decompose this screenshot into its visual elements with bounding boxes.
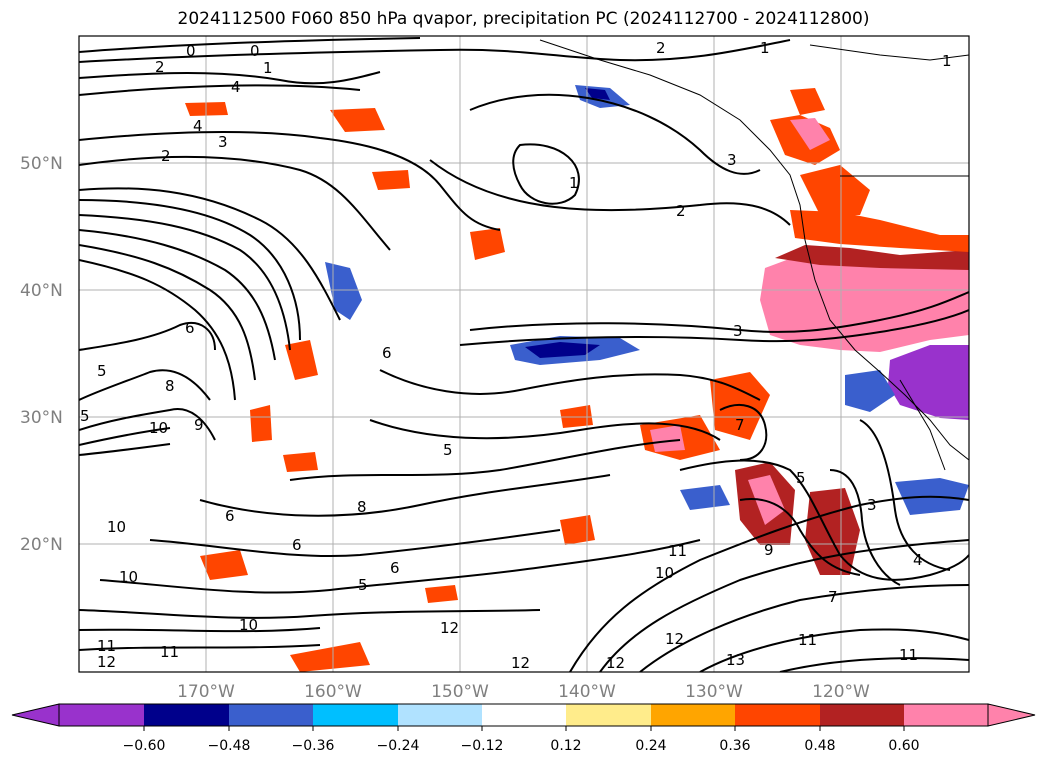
colorbar-tick-label: −0.24	[377, 738, 420, 754]
contour-label: 6	[390, 559, 400, 577]
contour-label: 8	[165, 377, 175, 395]
contour-label: 11	[668, 542, 687, 560]
contour-label: 1	[569, 174, 579, 192]
colorbar-ticks	[143, 726, 905, 731]
longitude-labels: 170°W 160°W 150°W 140°W 130°W 120°W	[177, 682, 870, 702]
coastline	[539, 39, 969, 471]
colorbar-tick-label: 0.36	[719, 738, 750, 754]
contour-label: 4	[193, 117, 203, 135]
contour-label: 2	[656, 39, 666, 57]
contour-label: 3	[867, 496, 877, 514]
latitude-labels: 50°N 40°N 30°N 20°N	[20, 154, 63, 555]
colorbar-swatch	[566, 704, 651, 726]
colorbar-tick-label: 0.60	[888, 738, 919, 754]
contour-label: 2	[161, 147, 171, 165]
contour-labels: 0 0 1 2 4 4 3 2 2 1 2 1 1 3 6 5 8 5 10 9…	[80, 39, 952, 672]
colorbar-swatch	[482, 704, 566, 726]
colorbar-tick-label: 0.48	[804, 738, 835, 754]
contour-label: 11	[97, 637, 116, 655]
contour-label: 11	[899, 646, 918, 664]
contour-label: 3	[218, 133, 228, 151]
lat-label: 30°N	[20, 408, 63, 428]
colorbar-tick-label: −0.12	[461, 738, 504, 754]
contour-label: 10	[655, 564, 674, 582]
lon-label: 140°W	[558, 682, 616, 702]
map-frame	[78, 35, 970, 673]
contour-label: 6	[185, 319, 195, 337]
contour-label: 8	[357, 498, 367, 516]
contour-label: 7	[735, 416, 745, 434]
contour-label: 5	[97, 362, 107, 380]
lat-label: 50°N	[20, 154, 63, 174]
contour-label: 13	[726, 651, 745, 669]
colorbar-tick-label: −0.48	[208, 738, 251, 754]
colorbar-swatch	[229, 704, 313, 726]
colorbar-tick-label: 0.24	[635, 738, 666, 754]
contour-label: 12	[511, 654, 530, 672]
contour-label: 12	[665, 630, 684, 648]
contour-label: 5	[796, 469, 806, 487]
colorbar-swatch	[59, 704, 144, 726]
contour-label: 11	[798, 631, 817, 649]
contour-label: 12	[440, 619, 459, 637]
contour-label: 10	[107, 518, 126, 536]
colorbar-extend-max	[987, 703, 1036, 727]
contour-label: 7	[828, 588, 838, 606]
colorbar-tick-label: −0.36	[292, 738, 335, 754]
contour-label: 0	[186, 42, 196, 60]
contour-label: 12	[97, 653, 116, 671]
contour-label: 6	[292, 536, 302, 554]
contour-label: 1	[263, 59, 273, 77]
lat-label: 20°N	[20, 535, 63, 555]
colorbar-tick-label: 0.12	[550, 738, 581, 754]
colorbar-swatch	[904, 704, 988, 726]
colorbar-swatch	[820, 704, 904, 726]
contour-label: 5	[358, 576, 368, 594]
contour-label: 2	[155, 58, 165, 76]
contour-label: 6	[225, 507, 235, 525]
lat-label: 40°N	[20, 281, 63, 301]
colorbar-tick-label: −0.60	[123, 738, 166, 754]
contour-label: 4	[231, 78, 241, 96]
contour-label: 9	[194, 416, 204, 434]
colorbar: −0.60 −0.48 −0.36 −0.24 −0.12 0.12 0.24 …	[11, 703, 1036, 754]
contour-label: 4	[913, 551, 923, 569]
colorbar-swatch	[735, 704, 820, 726]
contour-label: 5	[443, 441, 453, 459]
colorbar-swatch	[398, 704, 482, 726]
contour-label: 1	[942, 52, 952, 70]
lon-label: 130°W	[685, 682, 743, 702]
contour-label: 10	[119, 568, 138, 586]
lon-label: 160°W	[304, 682, 362, 702]
qvapor-contours	[79, 37, 969, 672]
colorbar-swatch	[651, 704, 735, 726]
colorbar-extend-min	[11, 703, 60, 727]
contour-label: 10	[239, 616, 258, 634]
contour-label: 10	[149, 419, 168, 437]
contour-label: 3	[733, 322, 743, 340]
map-title: 2024112500 F060 850 hPa qvapor, precipit…	[177, 9, 870, 29]
colorbar-swatch	[313, 704, 398, 726]
contour-label: 0	[250, 42, 260, 60]
contour-label: 12	[606, 654, 625, 672]
contour-label: 6	[382, 344, 392, 362]
contour-label: 11	[160, 643, 179, 661]
graticule	[79, 36, 969, 672]
contour-label: 2	[676, 202, 686, 220]
contour-label: 3	[727, 151, 737, 169]
contour-label: 9	[764, 541, 774, 559]
colorbar-swatch	[144, 704, 229, 726]
lon-label: 150°W	[431, 682, 489, 702]
contour-label: 1	[760, 39, 770, 57]
colorbar-frame	[58, 703, 989, 727]
contour-label: 5	[80, 407, 90, 425]
lon-label: 170°W	[177, 682, 235, 702]
lon-label: 120°W	[812, 682, 870, 702]
